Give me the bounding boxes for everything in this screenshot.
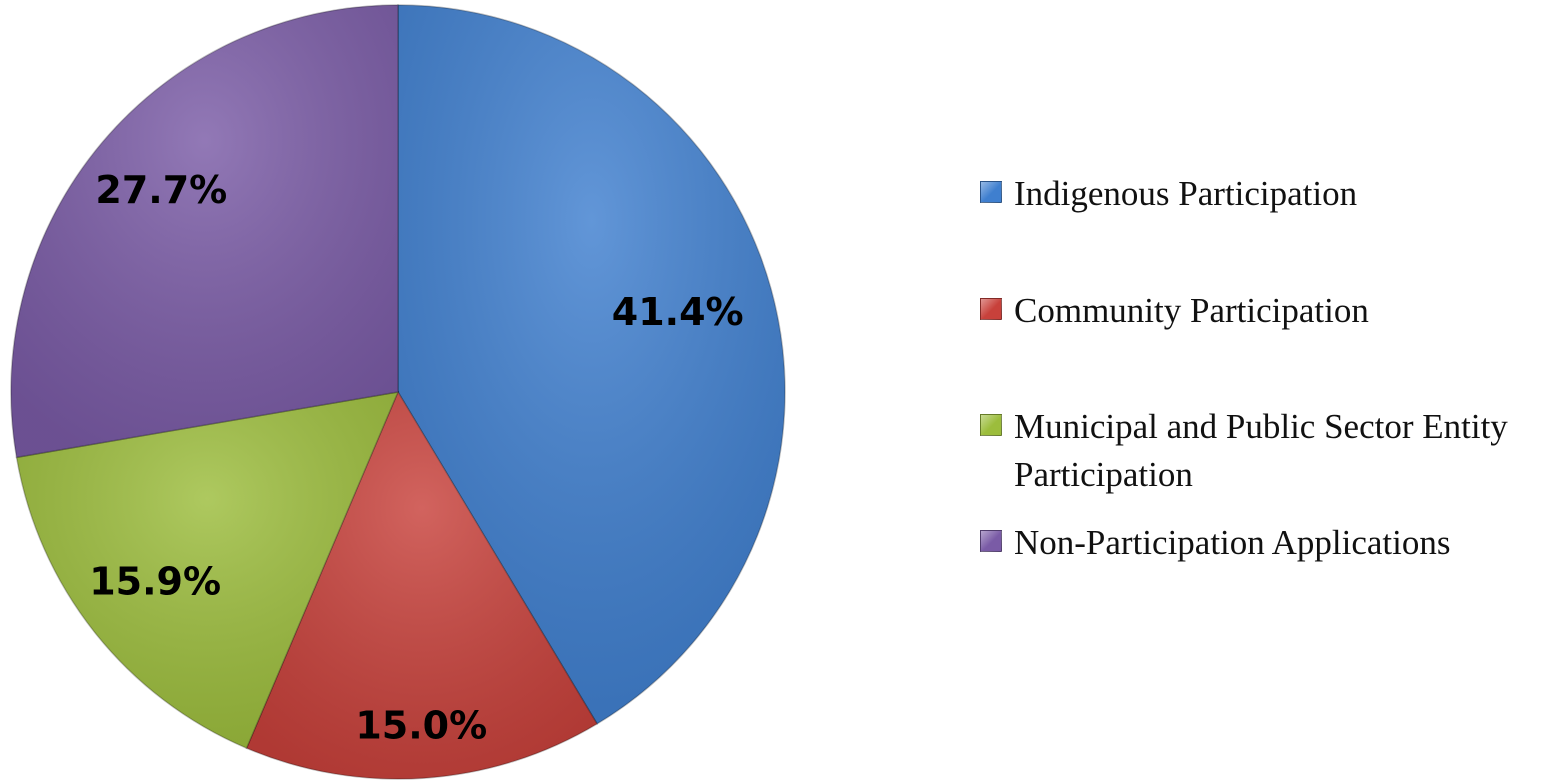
pie-area: 41.4% 15.0% 15.9% 27.7%	[10, 4, 786, 780]
legend-swatch	[980, 181, 1002, 203]
legend-swatch	[980, 414, 1002, 436]
legend-item: Indigenous Participation	[980, 170, 1520, 218]
data-label: 27.7%	[95, 168, 227, 212]
data-label: 15.9%	[89, 560, 221, 604]
legend-label: Indigenous Participation	[1014, 174, 1358, 213]
data-label: 41.4%	[612, 290, 744, 334]
legend-swatch	[980, 298, 1002, 320]
legend-label: Municipal and Public Sector Entity Parti…	[1014, 407, 1508, 494]
data-label: 15.0%	[355, 703, 487, 747]
pie-slice	[10, 4, 399, 459]
legend-swatch	[980, 530, 1002, 552]
legend-item: Non-Participation Applications	[980, 519, 1520, 567]
legend-item: Community Participation	[980, 287, 1520, 335]
legend-label: Community Participation	[1014, 291, 1369, 330]
legend-label: Non-Participation Applications	[1014, 523, 1451, 562]
legend-item: Municipal and Public Sector Entity Parti…	[980, 403, 1520, 499]
